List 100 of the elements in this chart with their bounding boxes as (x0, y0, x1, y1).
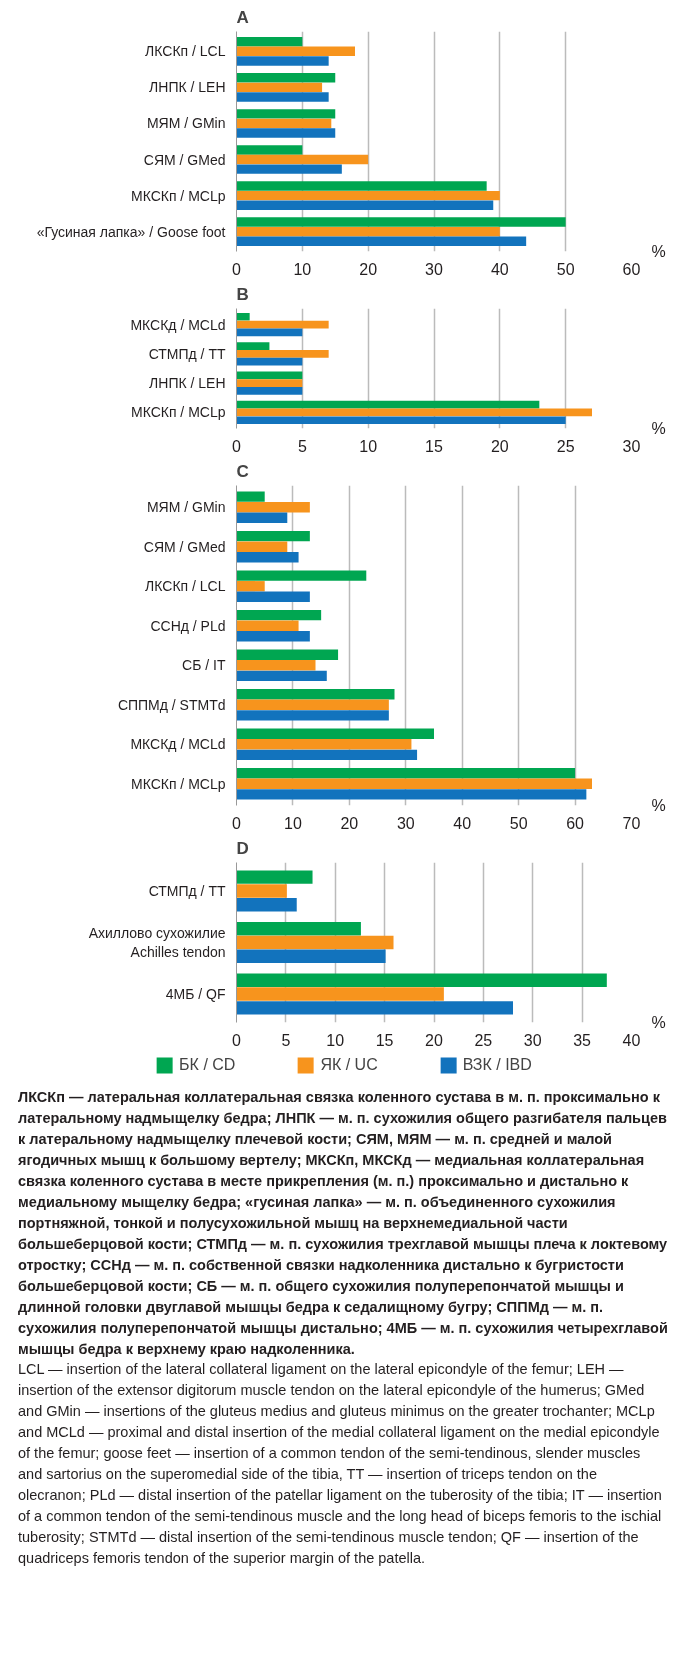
x-axis-title: % (651, 797, 666, 814)
bar (236, 789, 587, 800)
bar (236, 884, 287, 898)
y-tick-label: СБ / IT (182, 657, 226, 674)
bar (236, 620, 299, 631)
x-tick-label: 0 (232, 814, 242, 832)
y-tick-label: МКСКп / MCLp (130, 775, 226, 792)
y-tick-label: СТМПд / TT (148, 882, 226, 899)
x-tick-label: 10 (284, 814, 302, 832)
x-tick-label: 25 (556, 437, 575, 455)
x-axis-title: % (651, 420, 666, 437)
x-axis-title: % (651, 1014, 666, 1031)
x-tick-label: 0 (232, 437, 242, 455)
bar (236, 217, 566, 227)
x-tick-label: 50 (509, 814, 528, 832)
legend-label: ЯК / UC (320, 1056, 378, 1074)
x-tick-label: 0 (232, 1031, 242, 1049)
bar (236, 400, 540, 409)
bar (236, 350, 329, 358)
y-tick-label: СЯМ / GMed (143, 538, 226, 555)
bar (236, 82, 323, 93)
bar (236, 552, 299, 563)
bar (236, 660, 316, 671)
legend-label: ВЗК / IBD (462, 1056, 532, 1074)
bar (236, 379, 303, 387)
x-tick-label: 20 (359, 260, 378, 278)
bar (236, 768, 576, 779)
bar (236, 408, 592, 417)
bar (236, 320, 329, 329)
bar (236, 145, 303, 155)
bar (236, 973, 607, 988)
y-tick-label: 4МБ / QF (165, 986, 226, 1003)
x-tick-label: 15 (425, 437, 443, 455)
x-tick-label: 35 (573, 1031, 592, 1049)
x-axis-title: % (651, 243, 666, 260)
bar (236, 749, 418, 760)
text: LCL — insertion of the lateral collateral ligament on the lateral epicondyle of the femur; LEH — insertion of the extensor digitorum muscle tendon on the lateral epicondyle of the humerus; GMed and GMin — insertions of the gluteus medius and gluteus minimus on the greater trochanter; MCLp and MCLd — proximal and distal insertion of the medial collateral ligament on the medial epicondyle of the femur; goose feet — insertion of a common tendon of the semi-tendinous, slender muscles and sartorius on the superomedial side of the tibia, TT — insertion of triceps tendon on the olecranon; PLd — distal insertion of the patellar ligament on the tuberosity of the tibia; IT — insertion of a common tendon of the semi-tendinous muscle and the long head of biceps femoris to the ischial tuberosity; STMTd — distal insertion of the semi-tendinous muscle tendon; QF — insertion of the quadriceps femoris tendon of the superior margin of the patella. (18, 1361, 662, 1567)
y-tick-label: ССНд / PLd (150, 617, 226, 634)
x-tick-label: 30 (396, 814, 415, 832)
bar (236, 949, 386, 964)
y-tick-label: МКСКд / MCLd (130, 316, 226, 333)
bar (236, 778, 592, 789)
bar (236, 491, 265, 502)
x-tick-label: 10 (359, 437, 378, 455)
bar (236, 502, 310, 513)
bar (236, 56, 329, 66)
bar (236, 181, 487, 191)
y-tick-label: ЛНПК / LEH (149, 79, 226, 96)
chart-title: B (236, 284, 249, 304)
bar (236, 387, 303, 395)
x-tick-label: 30 (425, 260, 443, 278)
bar (236, 689, 395, 700)
bar (236, 710, 389, 721)
y-tick-label: МЯМ / GMin (146, 115, 226, 132)
x-tick-label: 10 (326, 1031, 345, 1049)
x-tick-label: 40 (453, 814, 472, 832)
bar (236, 870, 313, 884)
bar (236, 73, 336, 83)
bar (236, 226, 500, 237)
y-tick-label: ЛКСКп / LCL (145, 578, 226, 595)
x-tick-label: 60 (622, 260, 641, 278)
x-tick-label: 5 (281, 1031, 291, 1049)
x-tick-label: 60 (566, 814, 585, 832)
bar (236, 531, 310, 542)
bar (236, 987, 444, 1001)
bar (236, 416, 566, 425)
y-tick-label: МКСКп / MCLp (130, 187, 226, 204)
y-tick-label: ЛКСКп / LCL (145, 43, 226, 60)
x-tick-label: 25 (474, 1031, 493, 1049)
bar (236, 739, 412, 750)
y-tick-label: Ахиллово сухожилие Achilles tendon (88, 924, 226, 961)
bar (236, 699, 389, 710)
chart-title: D (236, 838, 249, 858)
bar (236, 342, 270, 350)
bar (236, 610, 322, 621)
x-tick-label: 20 (490, 437, 509, 455)
x-tick-label: 50 (556, 260, 575, 278)
bar (236, 631, 310, 642)
legend-label: БК / CD (179, 1056, 236, 1074)
bar (236, 728, 434, 739)
text: ЛКСКп — латеральная коллатеральная связка коленного сустава в м. п. проксимально к латеральному надмыщелку бедра; ЛНПК — м. п. сухожилия общего разгибателя пальцев к латеральному надмыщелку плечевой кости; СЯМ, МЯМ — м. п. средней и малой ягодичных мышц к большому вертелу; МКСКп, МКСКд — медиальная коллатеральная связка коленного сустава в месте прикрепления (м. п.) проксимально и дистально к медиальному мыщелку бедра; «гусиная лапка» — м. п. объединенного сухожилия портняжной, тонкой и полусухожильной мышц на верхнемедиальной части большеберцовой кости; СТМПд — м. п. сухожилия трехглавой мышцы плеча к локтевому отростку; ССНд — м. п. собственной связки надколенника дистально к бугристости большеберцовой кости; СБ — м. п. общего сухожилия полуперепончатой мышцы и длинной головки двуглавой мышцы бедра к седалищному бугру; СППМд — м. п. сухожилия полуперепончатой мышцы дистально; 4МБ — м. п. сухожилия четырехглавой мышцы бедра к верхнему краю надколенника. (18, 1089, 668, 1358)
bar (236, 109, 336, 119)
bar (236, 37, 303, 47)
y-tick-label: МКСКп / MCLp (130, 404, 226, 421)
bar (236, 670, 327, 681)
bar (236, 164, 342, 174)
bar (236, 357, 303, 366)
y-tick-label: ЛНПК / LEH (149, 375, 226, 392)
bar (236, 581, 265, 592)
bar (236, 92, 329, 102)
x-tick-label: 40 (622, 1031, 641, 1049)
bar (236, 541, 288, 552)
x-tick-label: 30 (523, 1031, 542, 1049)
bar (236, 921, 361, 936)
bar (236, 371, 303, 380)
x-tick-label: 15 (375, 1031, 394, 1049)
x-tick-label: 40 (490, 260, 509, 278)
x-tick-label: 10 (293, 260, 312, 278)
y-tick-label: СЯМ / GMed (143, 151, 226, 168)
bar (236, 118, 332, 129)
